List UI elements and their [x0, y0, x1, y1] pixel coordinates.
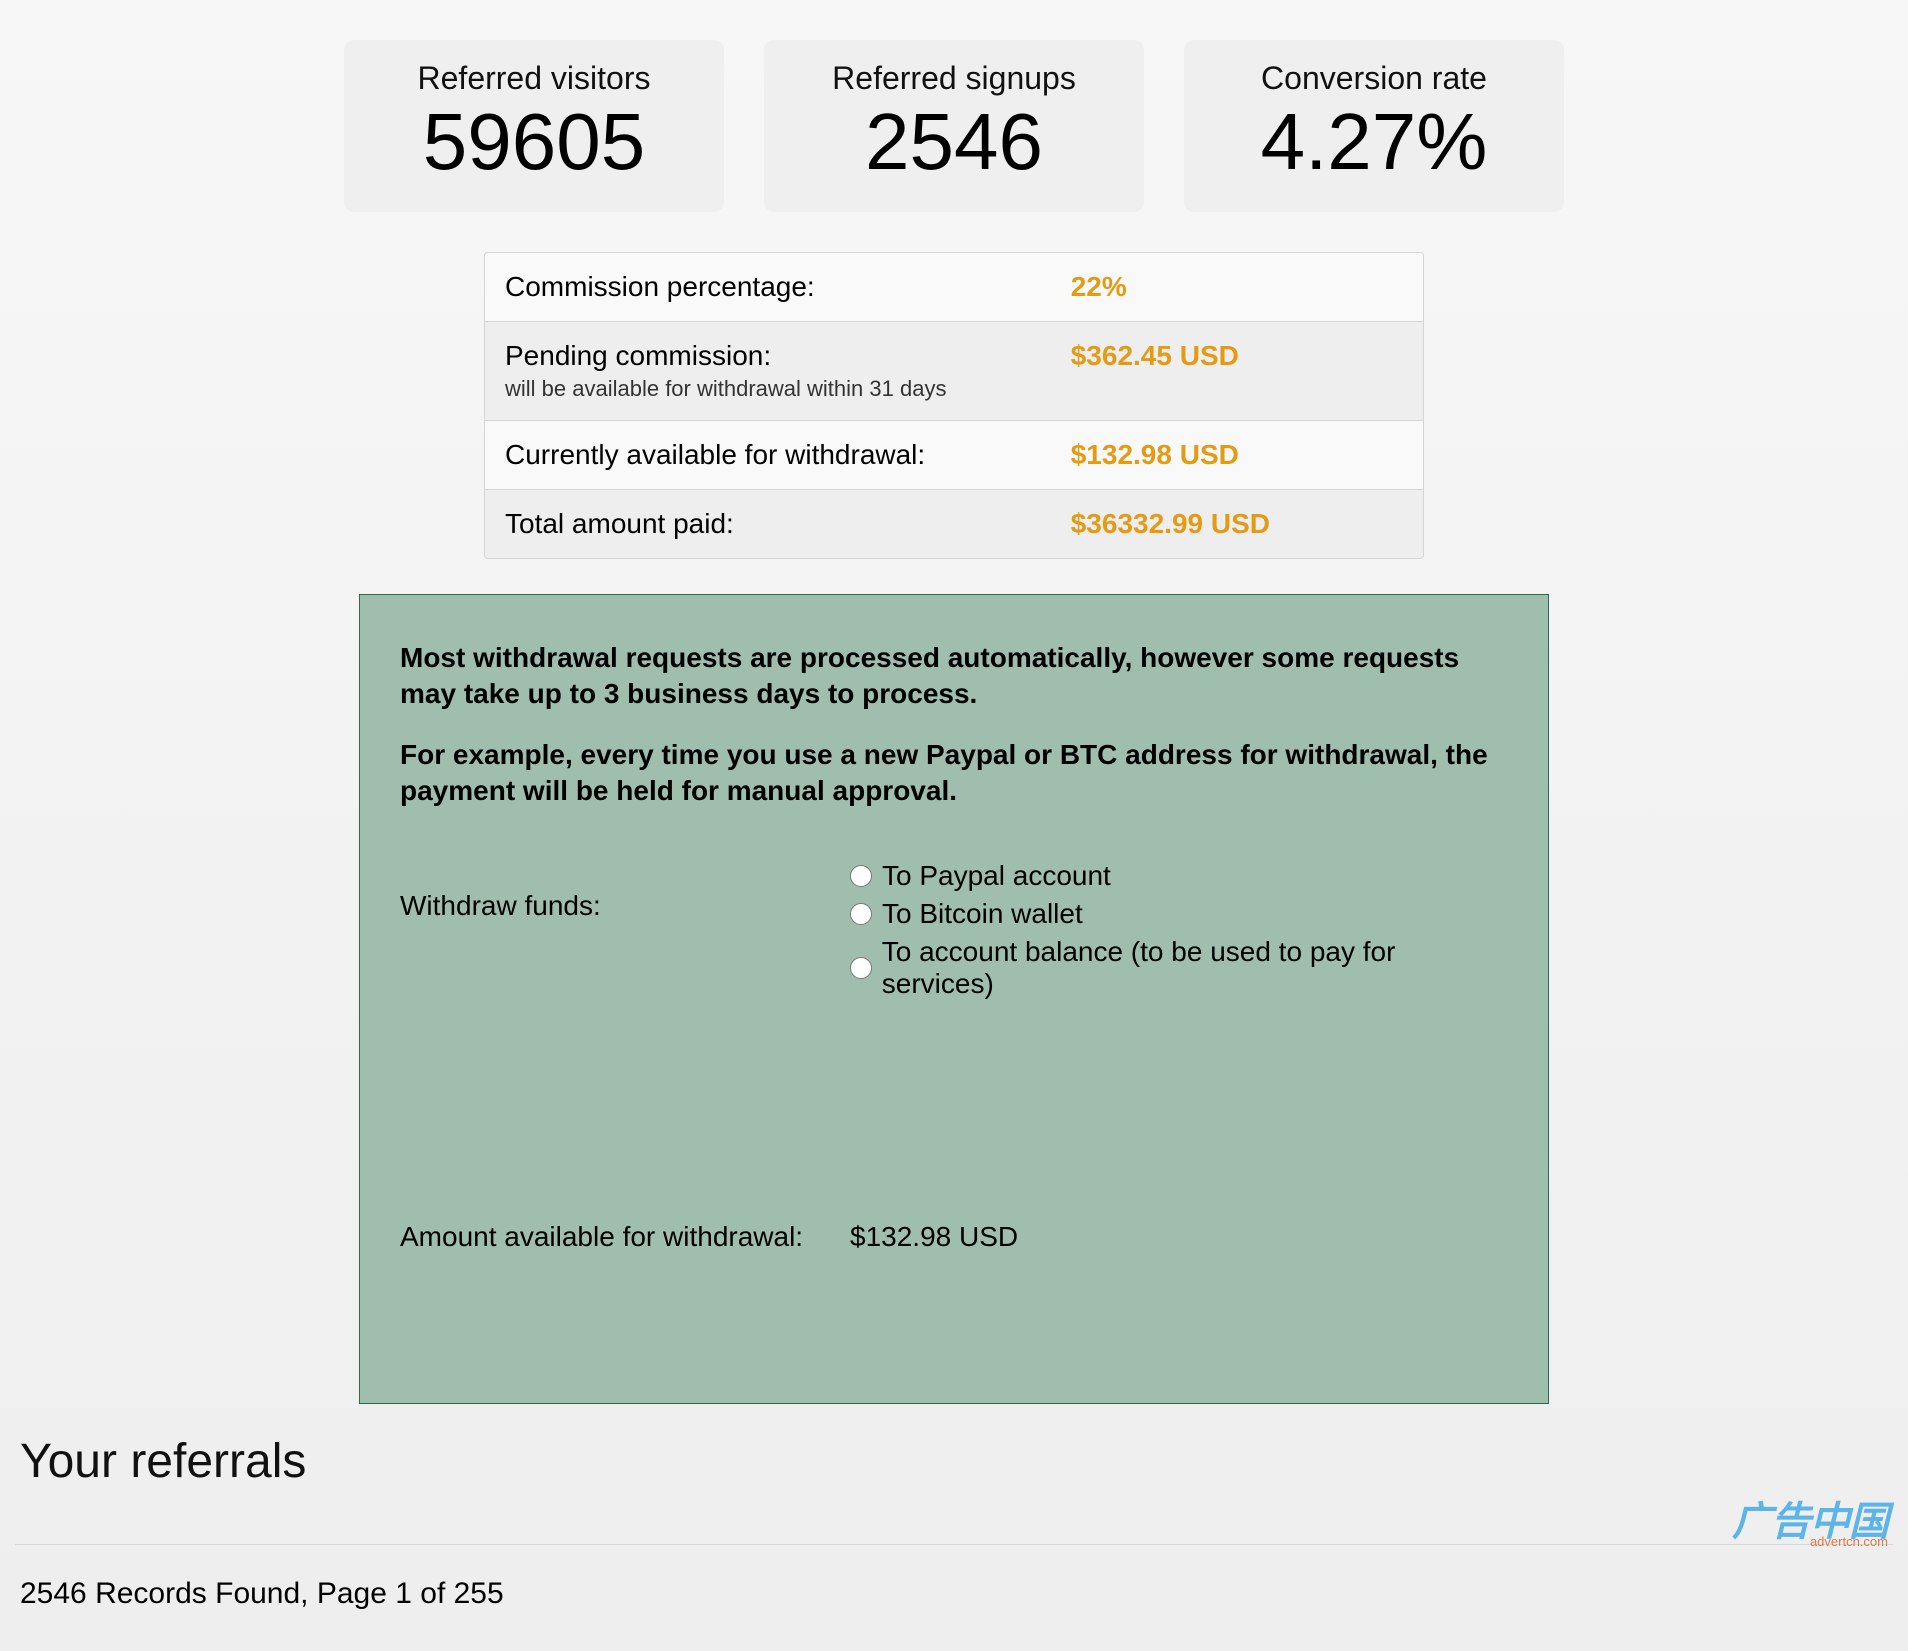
withdrawal-notice-2: For example, every time you use a new Pa… — [400, 737, 1508, 810]
row-label: Total amount paid: — [505, 508, 734, 539]
withdraw-funds-label: Withdraw funds: — [400, 860, 850, 922]
commission-value: $362.45 USD — [1071, 340, 1403, 402]
stat-card-visitors: Referred visitors 59605 — [344, 40, 724, 212]
amount-available-label: Amount available for withdrawal: — [400, 1221, 850, 1253]
row-sublabel: will be available for withdrawal within … — [505, 376, 1071, 402]
table-row: Total amount paid: $36332.99 USD — [485, 490, 1423, 558]
stat-label: Referred signups — [824, 60, 1084, 97]
row-label: Commission percentage: — [505, 271, 815, 302]
withdraw-option-paypal[interactable]: To Paypal account — [850, 860, 1508, 892]
watermark: 广告中国 advertcn.com — [1732, 1506, 1888, 1549]
records-found-line: 2546 Records Found, Page 1 of 255 — [20, 1577, 1893, 1611]
row-label: Pending commission: — [505, 340, 771, 371]
divider — [15, 1544, 1893, 1545]
stat-value: 59605 — [404, 102, 664, 182]
commission-value: $132.98 USD — [1071, 439, 1403, 471]
commission-label: Commission percentage: — [505, 271, 1071, 303]
withdraw-options: To Paypal account To Bitcoin wallet To a… — [850, 860, 1508, 1006]
row-label: Currently available for withdrawal: — [505, 439, 925, 470]
withdraw-option-bitcoin[interactable]: To Bitcoin wallet — [850, 898, 1508, 930]
table-row: Currently available for withdrawal: $132… — [485, 421, 1423, 490]
option-label: To Paypal account — [882, 860, 1111, 892]
table-row: Pending commission: will be available fo… — [485, 322, 1423, 421]
radio-bitcoin[interactable] — [850, 903, 872, 925]
withdraw-method-row: Withdraw funds: To Paypal account To Bit… — [400, 860, 1508, 1006]
amount-available-value: $132.98 USD — [850, 1221, 1508, 1253]
referrals-heading: Your referrals — [20, 1434, 1893, 1489]
stat-label: Referred visitors — [404, 60, 664, 97]
withdraw-form: Withdraw funds: To Paypal account To Bit… — [400, 860, 1508, 1253]
commission-label: Pending commission: will be available fo… — [505, 340, 1071, 402]
table-row: Commission percentage: 22% — [485, 253, 1423, 322]
radio-balance[interactable] — [850, 957, 872, 979]
commission-label: Total amount paid: — [505, 508, 1071, 540]
stats-row: Referred visitors 59605 Referred signups… — [15, 40, 1893, 212]
commission-value: $36332.99 USD — [1071, 508, 1403, 540]
option-label: To Bitcoin wallet — [882, 898, 1083, 930]
commission-label: Currently available for withdrawal: — [505, 439, 1071, 471]
watermark-url: advertcn.com — [1732, 1534, 1888, 1549]
radio-paypal[interactable] — [850, 865, 872, 887]
amount-available-row: Amount available for withdrawal: $132.98… — [400, 1221, 1508, 1253]
withdrawal-panel: Most withdrawal requests are processed a… — [359, 594, 1549, 1404]
watermark-text: 广告中国 — [1732, 1506, 1888, 1538]
stat-value: 2546 — [824, 102, 1084, 182]
option-label: To account balance (to be used to pay fo… — [882, 936, 1508, 1000]
commission-value: 22% — [1071, 271, 1403, 303]
withdraw-option-balance[interactable]: To account balance (to be used to pay fo… — [850, 936, 1508, 1000]
stat-value: 4.27% — [1244, 102, 1504, 182]
stat-card-conversion: Conversion rate 4.27% — [1184, 40, 1564, 212]
stat-label: Conversion rate — [1244, 60, 1504, 97]
commission-table: Commission percentage: 22% Pending commi… — [484, 252, 1424, 559]
stat-card-signups: Referred signups 2546 — [764, 40, 1144, 212]
withdrawal-notice-1: Most withdrawal requests are processed a… — [400, 640, 1508, 713]
